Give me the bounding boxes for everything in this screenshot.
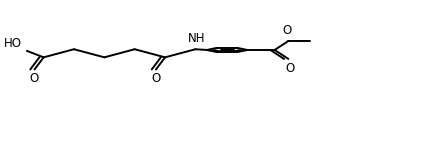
Text: O: O [286, 61, 295, 75]
Text: O: O [30, 72, 39, 85]
Text: NH: NH [187, 32, 205, 45]
Text: O: O [283, 24, 292, 37]
Text: HO: HO [4, 37, 22, 50]
Text: O: O [151, 72, 161, 85]
